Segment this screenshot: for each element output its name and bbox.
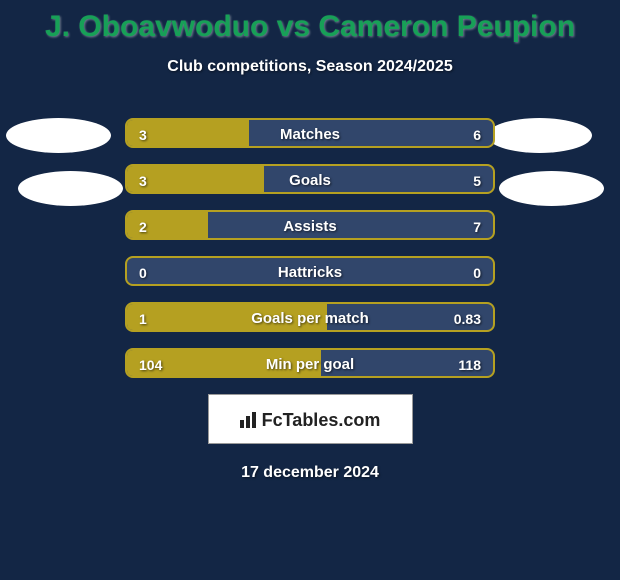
stat-value-right: 118 [458,350,481,378]
bars-icon [240,412,258,428]
page-subtitle: Club competitions, Season 2024/2025 [0,58,620,76]
stat-row: 3Goals5 [125,164,495,194]
branding-badge: FcTables.com [208,394,413,444]
stat-value-right: 0.83 [454,304,481,332]
stat-value-right: 7 [473,212,481,240]
stat-value-right: 5 [473,166,481,194]
stat-label: Hattricks [127,258,493,286]
stat-row: 1Goals per match0.83 [125,302,495,332]
avatar-placeholder [6,118,111,153]
avatar-placeholder [18,171,123,206]
stat-label: Matches [127,120,493,148]
stat-label: Goals per match [127,304,493,332]
stat-label: Assists [127,212,493,240]
page-title: J. Oboavwoduo vs Cameron Peupion [0,0,620,44]
stat-row: 0Hattricks0 [125,256,495,286]
stat-value-right: 6 [473,120,481,148]
page: J. Oboavwoduo vs Cameron Peupion Club co… [0,0,620,580]
stat-label: Goals [127,166,493,194]
stat-row: 2Assists7 [125,210,495,240]
stat-value-right: 0 [473,258,481,286]
stat-row: 104Min per goal118 [125,348,495,378]
avatar-placeholder [487,118,592,153]
stat-row: 3Matches6 [125,118,495,148]
date-label: 17 december 2024 [0,464,620,482]
chart-area: 3Matches6 3Goals5 2Assists7 0Hattricks0 1Goa… [0,118,620,482]
stat-label: Min per goal [127,350,493,378]
avatar-placeholder [499,171,604,206]
